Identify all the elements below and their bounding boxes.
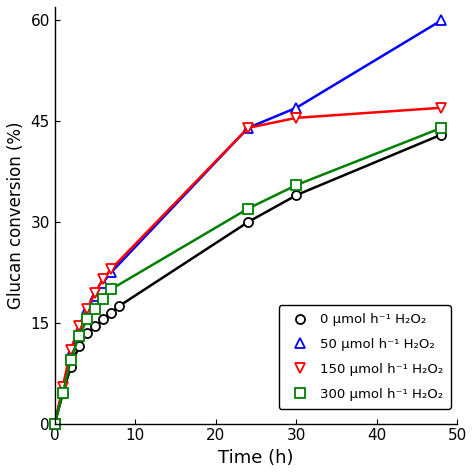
0 μmol h⁻¹ H₂O₂ <box>100 317 106 322</box>
150 μmol h⁻¹ H₂O₂ <box>92 290 98 295</box>
0 μmol h⁻¹ H₂O₂ <box>116 303 122 309</box>
150 μmol h⁻¹ H₂O₂ <box>68 347 73 353</box>
300 μmol h⁻¹ H₂O₂ <box>245 206 251 211</box>
150 μmol h⁻¹ H₂O₂ <box>293 115 299 121</box>
Line: 150 μmol h⁻¹ H₂O₂: 150 μmol h⁻¹ H₂O₂ <box>50 103 446 428</box>
150 μmol h⁻¹ H₂O₂ <box>84 307 90 312</box>
150 μmol h⁻¹ H₂O₂ <box>438 105 444 110</box>
300 μmol h⁻¹ H₂O₂ <box>84 317 90 322</box>
150 μmol h⁻¹ H₂O₂ <box>52 421 57 427</box>
0 μmol h⁻¹ H₂O₂ <box>68 364 73 369</box>
300 μmol h⁻¹ H₂O₂ <box>68 357 73 363</box>
150 μmol h⁻¹ H₂O₂ <box>108 266 114 272</box>
300 μmol h⁻¹ H₂O₂ <box>76 333 82 339</box>
50 μmol h⁻¹ H₂O₂ <box>60 387 65 393</box>
0 μmol h⁻¹ H₂O₂ <box>92 323 98 329</box>
300 μmol h⁻¹ H₂O₂ <box>438 125 444 131</box>
300 μmol h⁻¹ H₂O₂ <box>108 286 114 292</box>
150 μmol h⁻¹ H₂O₂ <box>100 276 106 282</box>
50 μmol h⁻¹ H₂O₂ <box>245 125 251 131</box>
50 μmol h⁻¹ H₂O₂ <box>100 280 106 285</box>
0 μmol h⁻¹ H₂O₂ <box>293 192 299 198</box>
50 μmol h⁻¹ H₂O₂ <box>76 327 82 332</box>
50 μmol h⁻¹ H₂O₂ <box>108 270 114 275</box>
300 μmol h⁻¹ H₂O₂ <box>293 182 299 188</box>
150 μmol h⁻¹ H₂O₂ <box>76 323 82 329</box>
0 μmol h⁻¹ H₂O₂ <box>60 391 65 396</box>
50 μmol h⁻¹ H₂O₂ <box>92 293 98 299</box>
Y-axis label: Glucan conversion (%): Glucan conversion (%) <box>7 121 25 309</box>
300 μmol h⁻¹ H₂O₂ <box>60 391 65 396</box>
300 μmol h⁻¹ H₂O₂ <box>92 307 98 312</box>
Line: 50 μmol h⁻¹ H₂O₂: 50 μmol h⁻¹ H₂O₂ <box>50 16 446 428</box>
Line: 300 μmol h⁻¹ H₂O₂: 300 μmol h⁻¹ H₂O₂ <box>50 123 446 428</box>
150 μmol h⁻¹ H₂O₂ <box>245 125 251 131</box>
0 μmol h⁻¹ H₂O₂ <box>438 132 444 137</box>
50 μmol h⁻¹ H₂O₂ <box>84 307 90 312</box>
50 μmol h⁻¹ H₂O₂ <box>52 421 57 427</box>
X-axis label: Time (h): Time (h) <box>219 449 294 467</box>
Legend: 0 μmol h⁻¹ H₂O₂, 50 μmol h⁻¹ H₂O₂, 150 μmol h⁻¹ H₂O₂, 300 μmol h⁻¹ H₂O₂: 0 μmol h⁻¹ H₂O₂, 50 μmol h⁻¹ H₂O₂, 150 μ… <box>279 305 451 409</box>
300 μmol h⁻¹ H₂O₂ <box>52 421 57 427</box>
0 μmol h⁻¹ H₂O₂ <box>52 421 57 427</box>
50 μmol h⁻¹ H₂O₂ <box>438 18 444 23</box>
0 μmol h⁻¹ H₂O₂ <box>84 330 90 336</box>
150 μmol h⁻¹ H₂O₂ <box>60 384 65 390</box>
0 μmol h⁻¹ H₂O₂ <box>76 344 82 349</box>
Line: 0 μmol h⁻¹ H₂O₂: 0 μmol h⁻¹ H₂O₂ <box>50 130 446 428</box>
50 μmol h⁻¹ H₂O₂ <box>293 105 299 110</box>
50 μmol h⁻¹ H₂O₂ <box>68 350 73 356</box>
0 μmol h⁻¹ H₂O₂ <box>108 310 114 316</box>
300 μmol h⁻¹ H₂O₂ <box>100 296 106 302</box>
0 μmol h⁻¹ H₂O₂ <box>245 219 251 225</box>
